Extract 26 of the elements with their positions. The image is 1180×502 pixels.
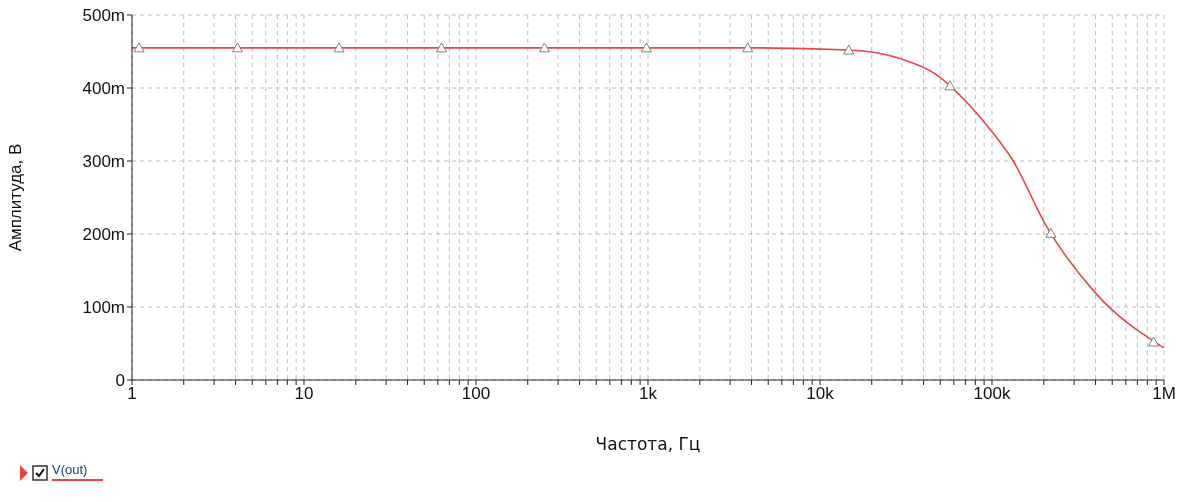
point	[333, 42, 345, 53]
y-tick-label: 100m	[82, 298, 125, 318]
y-tick-label: 300m	[82, 152, 125, 172]
y-tick-label: 0	[115, 371, 125, 391]
point	[1045, 227, 1057, 238]
point	[640, 42, 652, 53]
x-axis-title: Частота, Гц	[595, 434, 701, 454]
x-tick-label: 100k	[973, 384, 1011, 404]
y-tick-label: 200m	[82, 225, 125, 245]
y-tick-label: 400m	[82, 79, 125, 99]
point	[944, 80, 956, 91]
point	[231, 42, 243, 53]
point	[1148, 336, 1160, 347]
x-tick-label: 1k	[639, 384, 658, 404]
y-axis-title: Амплитуда, В	[6, 143, 26, 252]
point	[538, 42, 550, 53]
point	[742, 42, 754, 53]
text: V(out)	[52, 462, 104, 481]
point	[435, 42, 447, 53]
x-tick-label: 10	[294, 384, 314, 404]
x-tick-label: 100	[461, 384, 491, 404]
x-tick-label: 1	[127, 384, 137, 404]
point	[843, 44, 855, 55]
x-tick-label: 10k	[806, 384, 835, 404]
x-tick-label: 1M	[1152, 384, 1176, 404]
y-tick-label: 500m	[82, 6, 125, 26]
